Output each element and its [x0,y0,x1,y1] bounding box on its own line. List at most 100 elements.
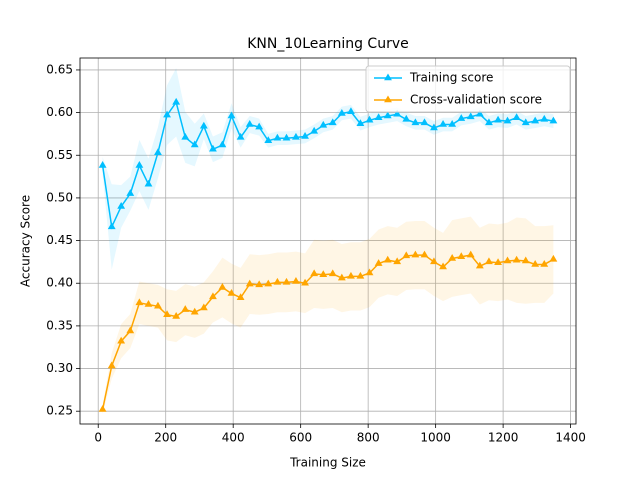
y-tick-label: 0.50 [46,190,73,204]
point-marker [374,259,383,266]
point-marker [163,310,171,318]
point-marker [135,160,144,168]
point-marker [236,132,245,140]
point-marker [402,114,411,122]
legend: Training score Cross-validation score [365,65,571,113]
legend-label: Training score [409,71,493,85]
point-marker [264,279,273,287]
point-marker [282,133,291,141]
y-tick-label: 0.25 [46,404,73,418]
point-marker [199,303,208,311]
point-marker [273,277,282,285]
y-tick-label: 0.30 [46,361,73,375]
point-marker [144,300,153,307]
point-marker [135,298,144,306]
y-tick-label: 0.55 [46,148,73,162]
point-marker [420,250,429,258]
point-marker [521,256,530,264]
point-marker [328,118,337,126]
point-marker [512,113,521,120]
point-marker [430,257,438,265]
point-marker [466,250,475,258]
point-marker [383,255,392,263]
point-marker [439,262,447,270]
point-marker [98,160,107,168]
point-marker [383,111,392,119]
point-marker [337,108,346,116]
x-axis-label: Training Size [289,456,366,470]
x-tick-label: 1400 [555,431,586,445]
y-tick-label: 0.35 [46,318,73,332]
point-marker [255,122,264,130]
x-tick-label: 600 [289,431,312,445]
point-marker [107,361,116,369]
point-marker [531,116,540,124]
point-marker [411,250,420,258]
point-marker [485,118,493,126]
chart-title: KNN_10Learning Curve [247,36,408,52]
point-marker [448,120,457,127]
point-marker [154,301,162,309]
point-marker [549,116,558,124]
plot-frame [79,57,577,425]
point-marker [301,131,309,139]
point-marker [549,254,558,262]
point-marker [245,279,254,287]
point-marker [181,305,190,312]
point-marker [494,115,502,123]
point-marker [475,261,484,269]
point-marker [117,336,126,344]
point-marker [107,222,116,230]
point-marker [402,251,411,259]
point-marker [430,123,438,131]
x-tick-label: 0 [94,431,102,445]
point-marker [117,201,126,209]
point-marker [457,114,466,121]
point-marker [521,118,530,126]
point-marker [347,271,355,279]
point-marker [255,280,264,288]
point-marker [282,277,291,285]
legend-label: Cross-validation score [410,93,542,107]
point-marker [190,140,199,148]
point-marker [209,144,217,152]
point-marker [227,111,236,119]
point-marker [227,288,236,296]
point-marker [420,118,429,126]
point-marker [163,110,171,118]
point-marker [154,148,162,155]
x-tick-label: 800 [357,431,380,445]
point-marker [531,259,540,267]
legend-marker [384,95,392,103]
point-marker [264,136,273,144]
legend-box [365,65,571,113]
point-marker [439,120,447,127]
point-marker [172,312,181,319]
point-marker [218,282,227,290]
point-marker [356,119,365,126]
point-marker [236,293,245,300]
x-tick-label: 1200 [488,431,519,445]
point-marker [475,109,484,117]
point-marker [540,259,549,267]
point-marker [365,268,374,276]
point-marker [319,270,328,277]
point-marker [172,97,181,105]
point-marker [181,132,190,140]
point-marker [218,140,227,148]
point-marker [393,109,402,117]
point-marker [98,404,107,412]
point-marker [466,112,475,120]
point-marker [144,179,153,187]
point-marker [374,113,383,120]
point-marker [273,133,282,141]
point-marker [503,116,512,124]
y-tick-label: 0.65 [46,62,73,76]
point-marker [199,121,208,129]
point-marker [126,326,135,334]
point-marker [310,269,319,277]
point-marker [126,189,135,196]
point-marker [347,107,355,114]
y-tick-label: 0.40 [46,276,73,290]
